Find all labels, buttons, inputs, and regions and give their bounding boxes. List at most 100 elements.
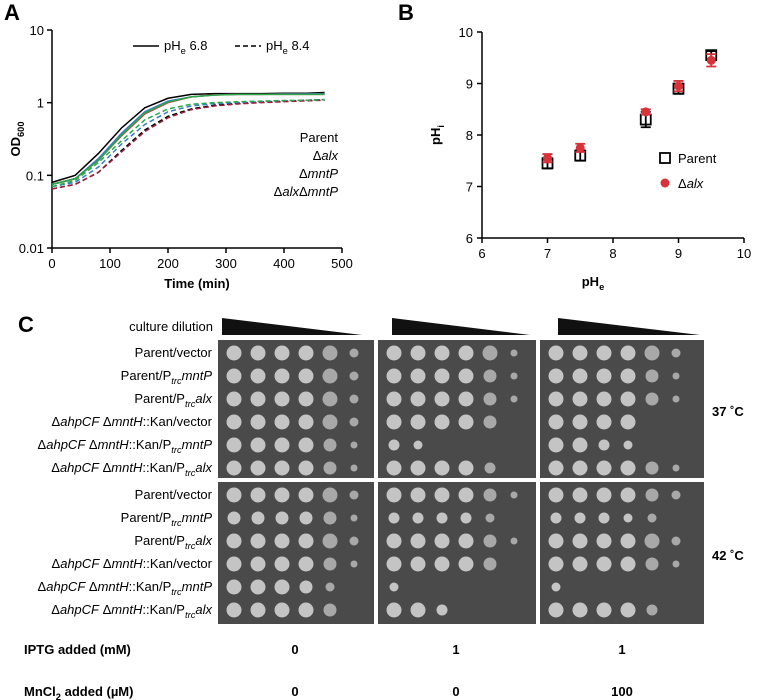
condition-value: 0: [291, 642, 298, 657]
colony-spot: [572, 487, 588, 503]
colony-spot: [323, 511, 337, 525]
text-part: mntP: [308, 166, 339, 181]
text-part: mntH: [98, 437, 130, 452]
text-part: alx: [195, 460, 212, 475]
text-part: mntP: [182, 437, 213, 452]
text-part: mntH: [98, 579, 130, 594]
colony-spot: [410, 345, 426, 361]
colony-spot: [274, 391, 290, 407]
colony-spot: [350, 560, 358, 568]
colony-spot: [458, 556, 474, 572]
colony-spot: [299, 511, 313, 525]
colony-spot: [349, 536, 359, 546]
text-part: alx: [687, 176, 704, 191]
colony-spot: [672, 372, 680, 380]
strain-label: ΔahpCF ΔmntH::Kan/vector: [52, 556, 213, 571]
condition-label: MnCl2 added (µM): [24, 684, 133, 700]
colony-spot: [250, 460, 266, 476]
colony-spot: [226, 556, 242, 572]
colony-spot: [410, 368, 426, 384]
colony-spot: [436, 604, 448, 616]
legend-marker: [659, 152, 671, 164]
colony-spot: [325, 582, 335, 592]
colony-spot: [572, 460, 588, 476]
colony-spot: [434, 414, 450, 430]
colony-spot: [645, 488, 659, 502]
growth-curve: [51, 93, 325, 186]
colony-spot: [274, 368, 290, 384]
colony-spot: [322, 368, 338, 384]
colony-spot: [596, 368, 612, 384]
text-part: Δ: [52, 556, 61, 571]
text-part: trc: [171, 445, 182, 455]
temperature-label: 42 ˚C: [712, 548, 744, 563]
text-part: trc: [185, 399, 196, 409]
colony-spot: [250, 533, 266, 549]
colony-spot: [623, 440, 633, 450]
dilution-wedge: [558, 318, 700, 335]
text-part: e: [283, 46, 288, 56]
x-tick-label: 7: [544, 246, 551, 261]
colony-spot: [510, 537, 518, 545]
legend-label: Parent: [300, 130, 339, 145]
text-part: alx: [282, 184, 299, 199]
text-part: 6.8: [186, 38, 208, 53]
colony-spot: [548, 391, 564, 407]
colony-spot: [388, 439, 400, 451]
colony-spot: [458, 533, 474, 549]
colony-spot: [620, 391, 636, 407]
colony-spot: [386, 414, 402, 430]
text-part: mntH: [111, 460, 143, 475]
colony-spot: [412, 512, 424, 524]
colony-spot: [572, 602, 588, 618]
dilution-wedge: [392, 318, 530, 335]
colony-spot: [322, 414, 338, 430]
colony-spot: [226, 437, 242, 453]
colony-spot: [485, 513, 495, 523]
colony-spot: [410, 533, 426, 549]
text-part: ahpCF: [46, 437, 86, 452]
strain-label: ΔahpCF ΔmntH::Kan/Ptrcalx: [51, 602, 212, 620]
text-part: Parent/P: [134, 533, 185, 548]
colony-spot: [226, 460, 242, 476]
point: [641, 107, 651, 117]
text-part: ahpCF: [60, 414, 100, 429]
legend-label: Δalx: [313, 148, 339, 163]
colony-spot: [298, 437, 314, 453]
text-part: ::Kan/P: [142, 460, 185, 475]
text-part: pH: [266, 38, 283, 53]
point: [706, 55, 716, 65]
growth-curve: [51, 98, 325, 188]
colony-spot: [572, 414, 588, 430]
x-tick-label: 500: [331, 256, 353, 271]
text-part: Parent/vector: [135, 345, 213, 360]
colony-spot: [596, 391, 612, 407]
colony-spot: [410, 391, 426, 407]
text-part: pH: [164, 38, 181, 53]
colony-spot: [483, 488, 497, 502]
colony-spot: [386, 533, 402, 549]
y-tick-label: 0.01: [19, 241, 44, 256]
text-part: Parent: [300, 130, 339, 145]
strain-label: ΔahpCF ΔmntH::Kan/vector: [52, 414, 213, 429]
strain-label: ΔahpCF ΔmntH::Kan/PtrcmntP: [38, 437, 213, 455]
colony-spot: [274, 602, 290, 618]
colony-spot: [572, 391, 588, 407]
text-part: Δ: [85, 579, 98, 594]
text-part: pH: [428, 128, 443, 145]
text-part: 2: [56, 692, 61, 700]
text-part: trc: [185, 468, 196, 478]
text-part: Δ: [38, 437, 47, 452]
colony-spot: [572, 556, 588, 572]
colony-spot: [458, 391, 474, 407]
text-part: trc: [185, 541, 196, 551]
text-part: i: [436, 125, 446, 128]
text-part: Δ: [299, 184, 308, 199]
colony-spot: [596, 414, 612, 430]
colony-spot: [458, 345, 474, 361]
colony-spot: [548, 556, 564, 572]
text-part: mntP: [182, 510, 213, 525]
text-part: Δ: [38, 579, 47, 594]
plate-image: [218, 482, 374, 624]
colony-spot: [460, 512, 472, 524]
